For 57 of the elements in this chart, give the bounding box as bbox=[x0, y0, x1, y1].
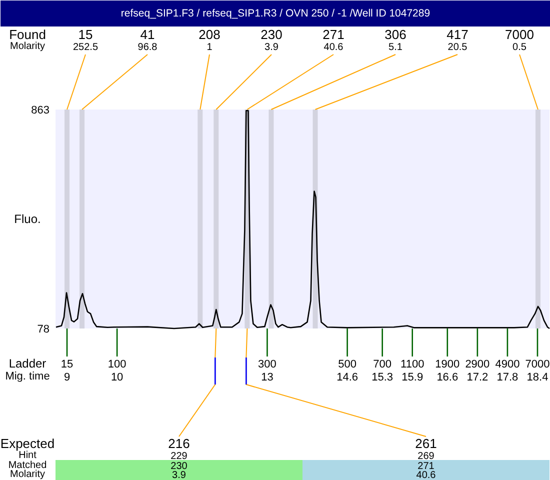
text: 500 bbox=[338, 358, 356, 370]
x-axis-title: Mig. time bbox=[5, 370, 50, 382]
x-tick-label: 15.3 bbox=[372, 372, 394, 384]
band-label: 15 bbox=[78, 27, 93, 42]
x-tick-label: 9 bbox=[64, 372, 70, 384]
text: 3.9 bbox=[172, 470, 186, 480]
text: 269 bbox=[418, 451, 435, 462]
text: Found bbox=[9, 27, 46, 42]
x-tick-label: 14.6 bbox=[336, 372, 358, 384]
y-tick-label: 863 bbox=[31, 104, 50, 116]
annotation: 252.5 bbox=[72, 42, 98, 53]
band-label: 7000 bbox=[505, 27, 534, 42]
band-label: 230 bbox=[260, 27, 282, 42]
chart-title: refseq_SIP1.F3 / refseq_SIP1.R3 / OVN 250 / -1 /Well ID 1047289 bbox=[120, 8, 430, 20]
text: 1900 bbox=[435, 358, 460, 370]
band-label: 271 bbox=[322, 27, 344, 42]
text: Matched bbox=[8, 460, 47, 471]
text: 15 bbox=[60, 358, 74, 370]
band-label: 41 bbox=[140, 27, 155, 42]
text: Molarity bbox=[10, 469, 46, 480]
text: 230 bbox=[170, 461, 188, 472]
x-tick-label: 17.2 bbox=[466, 372, 488, 384]
annotation: 40.6 bbox=[324, 42, 344, 53]
text: 1100 bbox=[400, 358, 424, 370]
x-tick-label: 17.8 bbox=[496, 372, 518, 384]
x-tick-label: 15.9 bbox=[402, 372, 424, 384]
x-tick-label: 13 bbox=[261, 372, 274, 384]
annotation: 3.9 bbox=[264, 42, 279, 53]
annotation: 20.5 bbox=[448, 42, 468, 53]
text: Molarity bbox=[10, 41, 46, 52]
y-axis-title: Fluo. bbox=[14, 212, 41, 226]
text: 2900 bbox=[465, 358, 490, 370]
text: 100 bbox=[108, 358, 126, 370]
annotation: 96.8 bbox=[138, 42, 158, 53]
text: Ladder bbox=[8, 356, 46, 370]
annotation: 1 bbox=[206, 42, 213, 53]
band-label: 208 bbox=[198, 27, 220, 42]
annotation: 216 bbox=[168, 436, 190, 451]
y-tick-label: 78 bbox=[37, 324, 50, 336]
x-tick-label: 10 bbox=[110, 372, 124, 384]
x-tick-label: 18.4 bbox=[526, 372, 548, 384]
text: Hint bbox=[18, 450, 37, 461]
x-tick-label: 16.6 bbox=[436, 372, 458, 384]
text: 7000 bbox=[525, 358, 550, 370]
text: 229 bbox=[170, 451, 188, 462]
text: 700 bbox=[373, 358, 392, 370]
annotation: 5.1 bbox=[388, 42, 403, 53]
band-label: 306 bbox=[384, 27, 406, 42]
annotation: 0.5 bbox=[512, 42, 527, 53]
text: 4900 bbox=[495, 358, 520, 370]
text: Expected bbox=[0, 436, 55, 451]
band-label: 417 bbox=[446, 27, 468, 42]
text: 40.6 bbox=[416, 470, 436, 480]
text: 271 bbox=[418, 461, 435, 472]
line-series bbox=[55, 110, 550, 330]
text: 300 bbox=[258, 358, 276, 370]
annotation: 261 bbox=[415, 436, 437, 451]
